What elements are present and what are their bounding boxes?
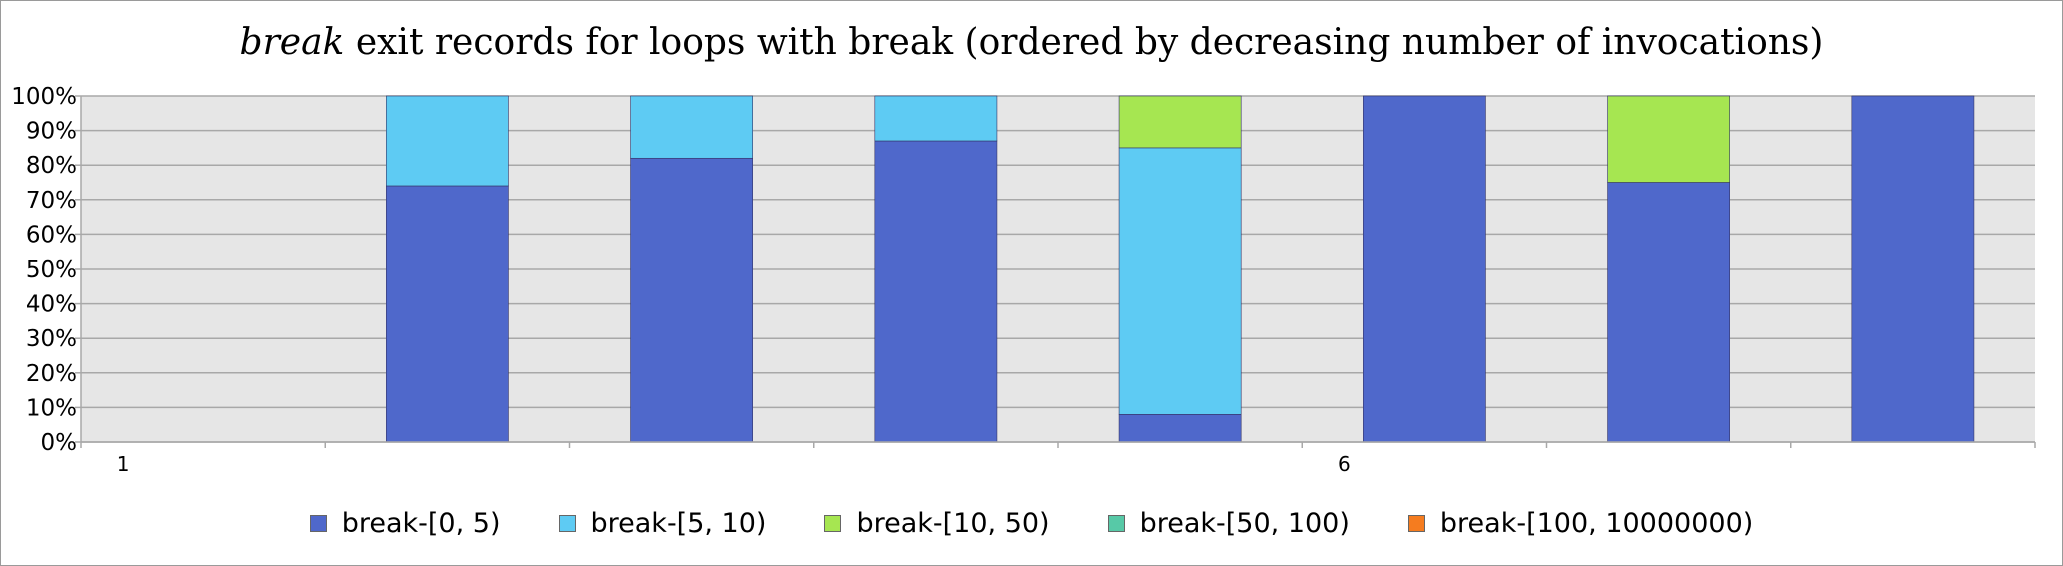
legend-swatch bbox=[1407, 515, 1425, 532]
y-tick-label: 90% bbox=[26, 119, 77, 145]
y-tick-label: 80% bbox=[26, 153, 77, 179]
y-tick-label: 50% bbox=[26, 257, 77, 283]
legend-item: break-[100, 10000000) bbox=[1407, 508, 1754, 539]
legend-swatch bbox=[558, 515, 576, 532]
chart-legend: break-[0, 5) break-[5, 10) break-[10, 50) b… bbox=[0, 508, 2063, 539]
y-tick-label: 30% bbox=[26, 326, 77, 352]
legend-item: break-[0, 5) bbox=[309, 508, 501, 539]
y-tick-label: 40% bbox=[26, 292, 77, 318]
x-tick-label: 1 bbox=[117, 452, 130, 476]
legend-label: break-[0, 5) bbox=[341, 508, 501, 539]
bar-segment bbox=[1118, 95, 1242, 149]
chart-title-text: exit records for loops with break (order… bbox=[344, 22, 1824, 63]
legend-label: break-[10, 50) bbox=[856, 508, 1050, 539]
bar-segment bbox=[630, 157, 753, 443]
bar-segment bbox=[1607, 95, 1730, 183]
legend-item: break-[10, 50) bbox=[824, 508, 1050, 539]
bar-segment bbox=[1607, 182, 1730, 443]
bar-segment bbox=[1118, 414, 1242, 443]
legend-label: break-[100, 10000000) bbox=[1439, 508, 1754, 539]
bar-segment bbox=[1118, 147, 1242, 415]
bar-segment bbox=[386, 95, 509, 187]
stacked-bar-chart: 0% 10% 20% 30% 40% 50% 60% 70% 80% 90% 100% 1 6 bbox=[11, 84, 2036, 476]
y-tick-label: 60% bbox=[26, 222, 77, 248]
bar-segment bbox=[386, 185, 509, 443]
y-tick-label: 10% bbox=[26, 395, 77, 421]
chart-title-emphasis: break bbox=[239, 22, 345, 63]
bar-segment bbox=[874, 95, 998, 142]
chart-title: break exit records for loops with break … bbox=[0, 22, 2063, 63]
bar-segment bbox=[630, 95, 753, 159]
bar-segment bbox=[1363, 95, 1486, 443]
x-tick-label: 6 bbox=[1338, 452, 1351, 476]
legend-label: break-[50, 100) bbox=[1139, 508, 1350, 539]
legend-item: break-[50, 100) bbox=[1107, 508, 1350, 539]
bar-segment bbox=[874, 140, 998, 443]
bar-segment bbox=[1851, 95, 1975, 443]
y-tick-label: 20% bbox=[26, 361, 77, 387]
y-tick-label: 100% bbox=[11, 84, 77, 110]
legend-swatch bbox=[1107, 515, 1125, 532]
y-tick-label: 70% bbox=[26, 188, 77, 214]
legend-label: break-[5, 10) bbox=[590, 508, 767, 539]
legend-swatch bbox=[824, 515, 842, 532]
y-tick-label: 0% bbox=[41, 430, 78, 456]
legend-item: break-[5, 10) bbox=[558, 508, 767, 539]
legend-swatch bbox=[309, 515, 327, 532]
